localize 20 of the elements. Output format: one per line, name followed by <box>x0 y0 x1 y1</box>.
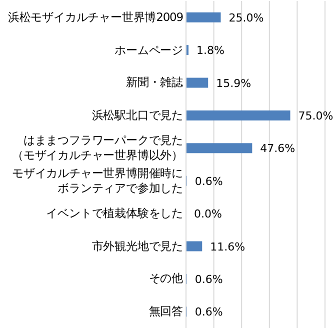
y-tick-label: 市外観光地で見た <box>90 238 183 254</box>
y-tick-label: はままつフラワーパークで見た（モザイカルチャー世界博以外） <box>10 133 183 164</box>
data-label: 0.6% <box>194 272 223 286</box>
y-tick-label: モザイカルチャー世界博開催時にボランティアで参加した <box>10 166 183 196</box>
data-label: 75.0% <box>298 109 333 122</box>
data-label: 1.8% <box>196 44 224 58</box>
y-tick-label: その他 <box>148 271 183 286</box>
y-tick-label: 新聞・雑誌 <box>124 75 183 90</box>
data-label: 47.6% <box>260 142 296 156</box>
data-label: 0.6% <box>194 306 223 319</box>
y-tick-label: 無回答 <box>148 304 183 320</box>
y-tick-label: イベントで植栽体験をした <box>45 206 183 222</box>
data-label: 0.6% <box>194 174 223 188</box>
data-label: 15.9% <box>216 76 252 90</box>
data-label: 0.0% <box>194 208 222 221</box>
y-tick-label: ホームページ <box>114 42 183 58</box>
data-label: 11.6% <box>210 240 246 254</box>
data-label: 25.0% <box>228 11 264 24</box>
y-tick-label: 浜松駅北口で見た <box>90 108 183 123</box>
y-tick-label: 浜松モザイカルチャー世界博2009 <box>6 10 183 25</box>
